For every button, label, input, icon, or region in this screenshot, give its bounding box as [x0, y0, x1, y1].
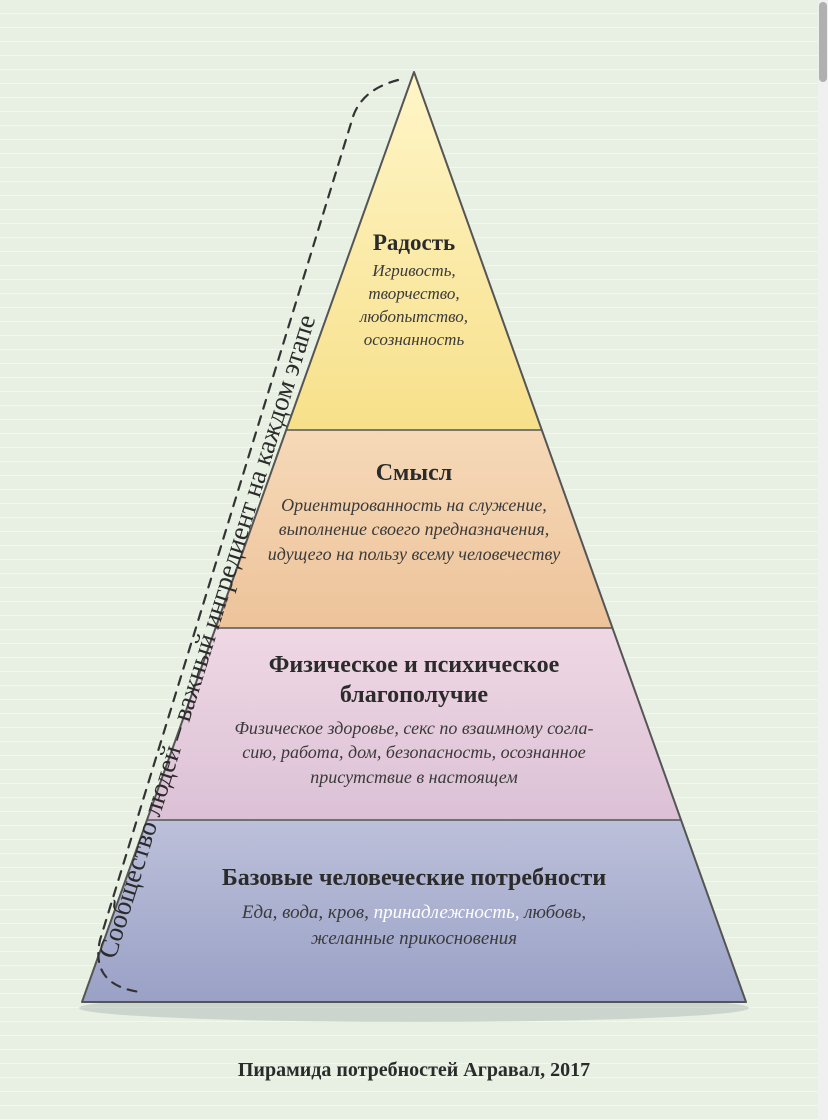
layer-joy-text: Радость Игривость,творчество,любопытство… [304, 230, 524, 352]
layer-meaning-desc: Ориентированность на служение,выполнение… [224, 493, 604, 566]
highlight-word: принадлежность, [374, 902, 520, 923]
diagram-caption: Пирамида потребностей Агравал, 2017 [238, 1059, 590, 1082]
layer-joy-desc: Игривость,творчество,любопытство,осознан… [304, 260, 524, 352]
layer-joy-title: Радость [304, 230, 524, 256]
layer-wellbeing-desc: Физическое здоровье, секс по взаимному с… [164, 716, 664, 789]
layer-meaning-text: Смысл Ориентированность на служение,выпо… [224, 460, 604, 566]
layer-wellbeing-text: Физическое и психическоеблагополучие Физ… [164, 650, 664, 789]
layer-basic-desc: Еда, вода, кров, принадлежность, любовь,… [134, 900, 694, 951]
scrollbar-track[interactable] [818, 0, 828, 1120]
page-background: Сообщество людей – важный ингредиент на … [0, 0, 828, 1120]
layer-meaning-title: Смысл [224, 460, 604, 487]
layer-wellbeing-title: Физическое и психическоеблагополучие [164, 650, 664, 710]
layer-basic-title: Базовые человеческие потребности [134, 865, 694, 892]
layer-basic-text: Базовые человеческие потребности Еда, во… [134, 865, 694, 951]
scrollbar-thumb[interactable] [819, 2, 827, 82]
